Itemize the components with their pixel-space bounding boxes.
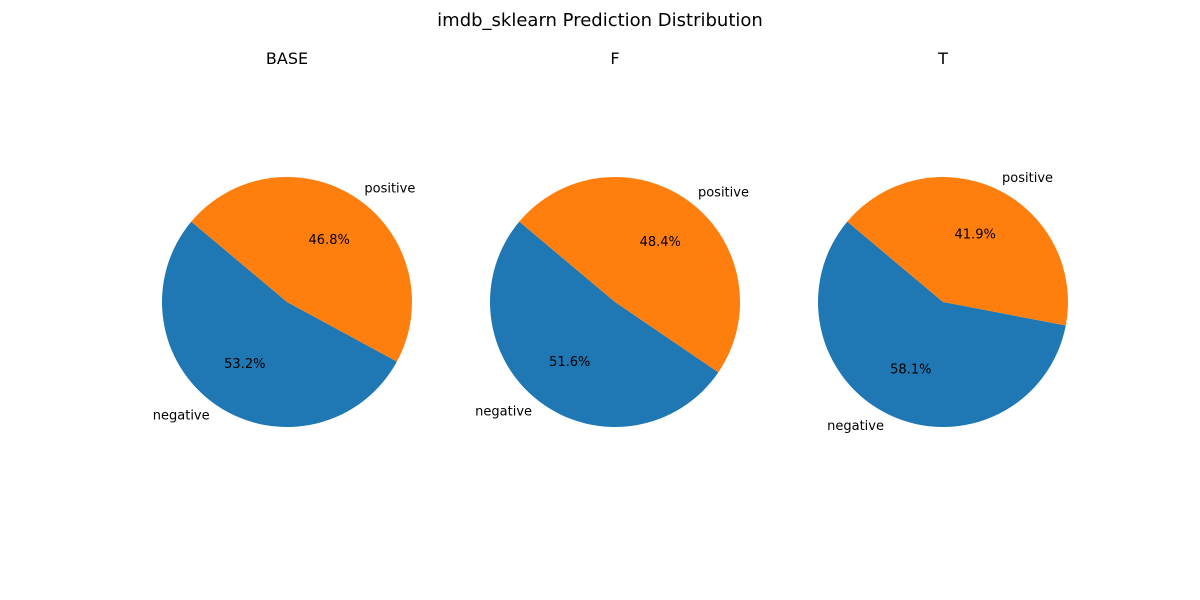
- pie-label-positive: positive: [1002, 171, 1053, 186]
- pie-slice-negative: [817, 221, 1066, 428]
- pie-title: T: [937, 49, 948, 68]
- pie-chart-1: BASE negative 53.2% positive 46.8%: [153, 49, 415, 427]
- pie-percent-positive: 48.4%: [640, 235, 681, 250]
- pie-percent-positive: 46.8%: [309, 233, 350, 248]
- pie-slice-positive: [519, 176, 741, 373]
- pie-label-negative: negative: [153, 409, 210, 424]
- pie-label-negative: negative: [827, 419, 884, 434]
- pie-percent-negative: 53.2%: [224, 357, 265, 372]
- pie-slice-negative: [162, 221, 397, 427]
- pie-percent-positive: 41.9%: [955, 227, 996, 242]
- pie-title: F: [610, 49, 619, 68]
- figure-title: imdb_sklearn Prediction Distribution: [437, 10, 763, 31]
- pie-percent-negative: 58.1%: [890, 363, 931, 378]
- pie-slice-negative: [490, 221, 719, 427]
- pie-label-negative: negative: [475, 405, 532, 420]
- pie-label-positive: positive: [364, 181, 415, 196]
- pie-label-positive: positive: [698, 185, 749, 200]
- pie-slice-positive: [191, 176, 413, 362]
- pie-percent-negative: 51.6%: [549, 355, 590, 370]
- pie-title: BASE: [266, 49, 308, 68]
- pie-slice-positive: [847, 177, 1068, 326]
